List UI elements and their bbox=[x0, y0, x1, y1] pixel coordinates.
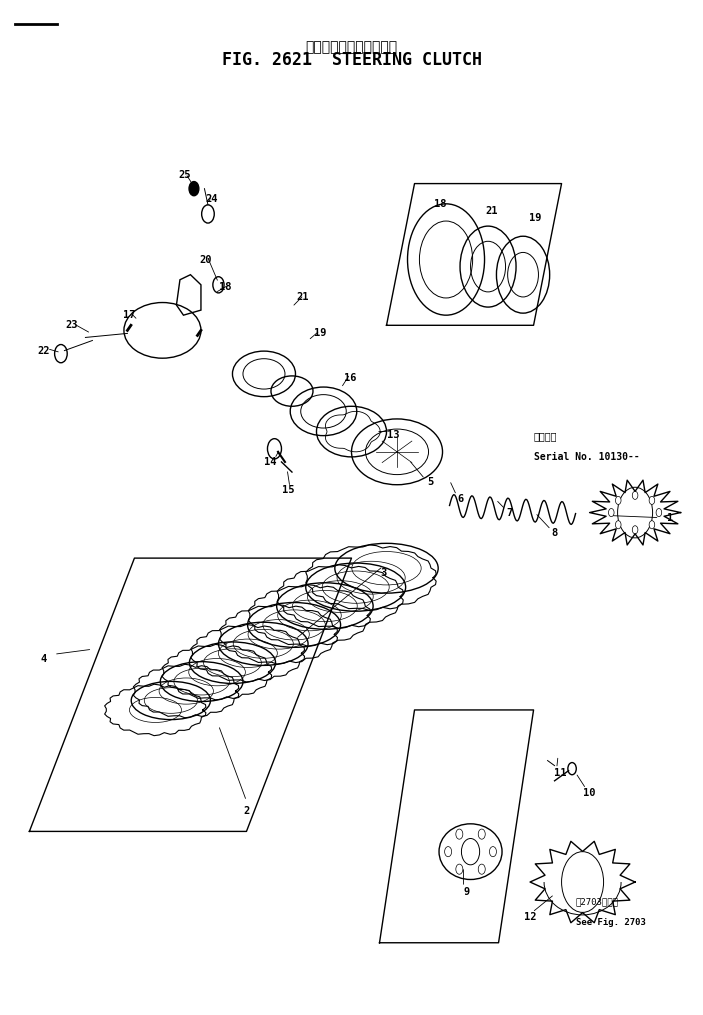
Text: 8: 8 bbox=[551, 528, 557, 538]
Circle shape bbox=[615, 496, 621, 504]
Circle shape bbox=[615, 521, 621, 529]
Text: 21: 21 bbox=[296, 292, 309, 301]
Circle shape bbox=[656, 509, 662, 517]
Circle shape bbox=[189, 182, 199, 196]
Circle shape bbox=[478, 829, 485, 839]
Text: 10: 10 bbox=[583, 788, 596, 798]
Text: 13: 13 bbox=[387, 429, 400, 439]
Text: 15: 15 bbox=[282, 485, 295, 495]
Text: 18: 18 bbox=[434, 199, 446, 209]
Text: 5: 5 bbox=[427, 477, 433, 487]
Circle shape bbox=[202, 205, 214, 223]
Text: Serial No. 10130--: Serial No. 10130-- bbox=[534, 452, 639, 462]
Text: 16: 16 bbox=[344, 373, 356, 383]
Text: 9: 9 bbox=[464, 887, 470, 897]
Text: FIG. 2621  STEERING CLUTCH: FIG. 2621 STEERING CLUTCH bbox=[221, 51, 482, 69]
Text: 21: 21 bbox=[485, 206, 498, 216]
Text: 11: 11 bbox=[554, 767, 567, 777]
Text: ステアリング　クラッチ: ステアリング クラッチ bbox=[305, 40, 398, 54]
Text: 第2703図参照: 第2703図参照 bbox=[576, 897, 619, 906]
Text: 1: 1 bbox=[667, 513, 673, 523]
Text: 18: 18 bbox=[219, 282, 232, 292]
Circle shape bbox=[649, 521, 654, 529]
Circle shape bbox=[444, 847, 451, 857]
Text: 24: 24 bbox=[205, 194, 218, 204]
Text: 6: 6 bbox=[457, 494, 463, 504]
Text: 2: 2 bbox=[243, 806, 250, 816]
Text: 3: 3 bbox=[380, 568, 386, 579]
Text: 20: 20 bbox=[200, 255, 212, 265]
Circle shape bbox=[609, 509, 614, 517]
Text: 22: 22 bbox=[37, 345, 50, 355]
Text: 4: 4 bbox=[40, 655, 46, 665]
Text: 17: 17 bbox=[122, 311, 135, 320]
Text: 12: 12 bbox=[524, 912, 536, 923]
Text: 14: 14 bbox=[264, 457, 276, 467]
Circle shape bbox=[568, 762, 576, 774]
Circle shape bbox=[456, 864, 463, 874]
Circle shape bbox=[632, 491, 638, 499]
Text: See Fig. 2703: See Fig. 2703 bbox=[576, 918, 645, 927]
Circle shape bbox=[267, 438, 281, 459]
Circle shape bbox=[632, 526, 638, 534]
Text: 適用号番: 適用号番 bbox=[534, 431, 557, 442]
Text: 25: 25 bbox=[179, 171, 191, 181]
Text: 19: 19 bbox=[314, 329, 326, 338]
Circle shape bbox=[489, 847, 496, 857]
Text: 19: 19 bbox=[529, 213, 541, 223]
Text: 7: 7 bbox=[506, 508, 512, 518]
Circle shape bbox=[55, 344, 67, 362]
Circle shape bbox=[213, 277, 224, 293]
Circle shape bbox=[456, 829, 463, 839]
Circle shape bbox=[478, 864, 485, 874]
Text: 23: 23 bbox=[65, 321, 77, 330]
Circle shape bbox=[649, 496, 654, 504]
